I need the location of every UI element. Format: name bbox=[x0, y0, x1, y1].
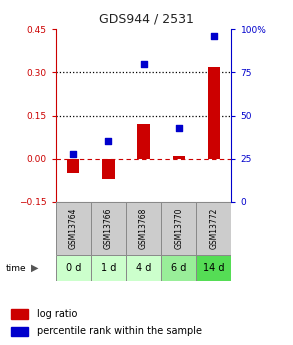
Text: GSM13770: GSM13770 bbox=[174, 208, 183, 249]
Bar bbox=[137, 124, 150, 159]
Bar bbox=[11, 327, 28, 336]
Text: 4 d: 4 d bbox=[136, 263, 151, 273]
Bar bbox=[126, 255, 161, 281]
Text: 6 d: 6 d bbox=[171, 263, 186, 273]
Text: GSM13766: GSM13766 bbox=[104, 208, 113, 249]
Bar bbox=[91, 202, 126, 255]
Text: log ratio: log ratio bbox=[37, 309, 77, 319]
Text: 14 d: 14 d bbox=[203, 263, 225, 273]
Text: 1 d: 1 d bbox=[101, 263, 116, 273]
Point bbox=[141, 61, 146, 67]
Bar bbox=[56, 255, 91, 281]
Text: ▶: ▶ bbox=[31, 263, 39, 273]
Bar bbox=[11, 309, 28, 319]
Bar bbox=[161, 255, 196, 281]
Text: GSM13772: GSM13772 bbox=[209, 208, 218, 249]
Bar bbox=[196, 202, 231, 255]
Text: percentile rank within the sample: percentile rank within the sample bbox=[37, 326, 202, 336]
Text: GSM13764: GSM13764 bbox=[69, 208, 78, 249]
Bar bbox=[208, 67, 220, 159]
Point bbox=[176, 125, 181, 130]
Bar bbox=[67, 159, 79, 173]
Text: GSM13768: GSM13768 bbox=[139, 208, 148, 249]
Point bbox=[71, 151, 76, 156]
Bar bbox=[91, 255, 126, 281]
Bar bbox=[173, 156, 185, 159]
Bar bbox=[196, 255, 231, 281]
Bar bbox=[161, 202, 196, 255]
Point bbox=[106, 139, 111, 144]
Text: 0 d: 0 d bbox=[66, 263, 81, 273]
Bar bbox=[102, 159, 115, 179]
Text: GDS944 / 2531: GDS944 / 2531 bbox=[99, 12, 194, 25]
Bar bbox=[56, 202, 91, 255]
Text: time: time bbox=[6, 264, 26, 273]
Bar bbox=[126, 202, 161, 255]
Point bbox=[212, 33, 216, 39]
